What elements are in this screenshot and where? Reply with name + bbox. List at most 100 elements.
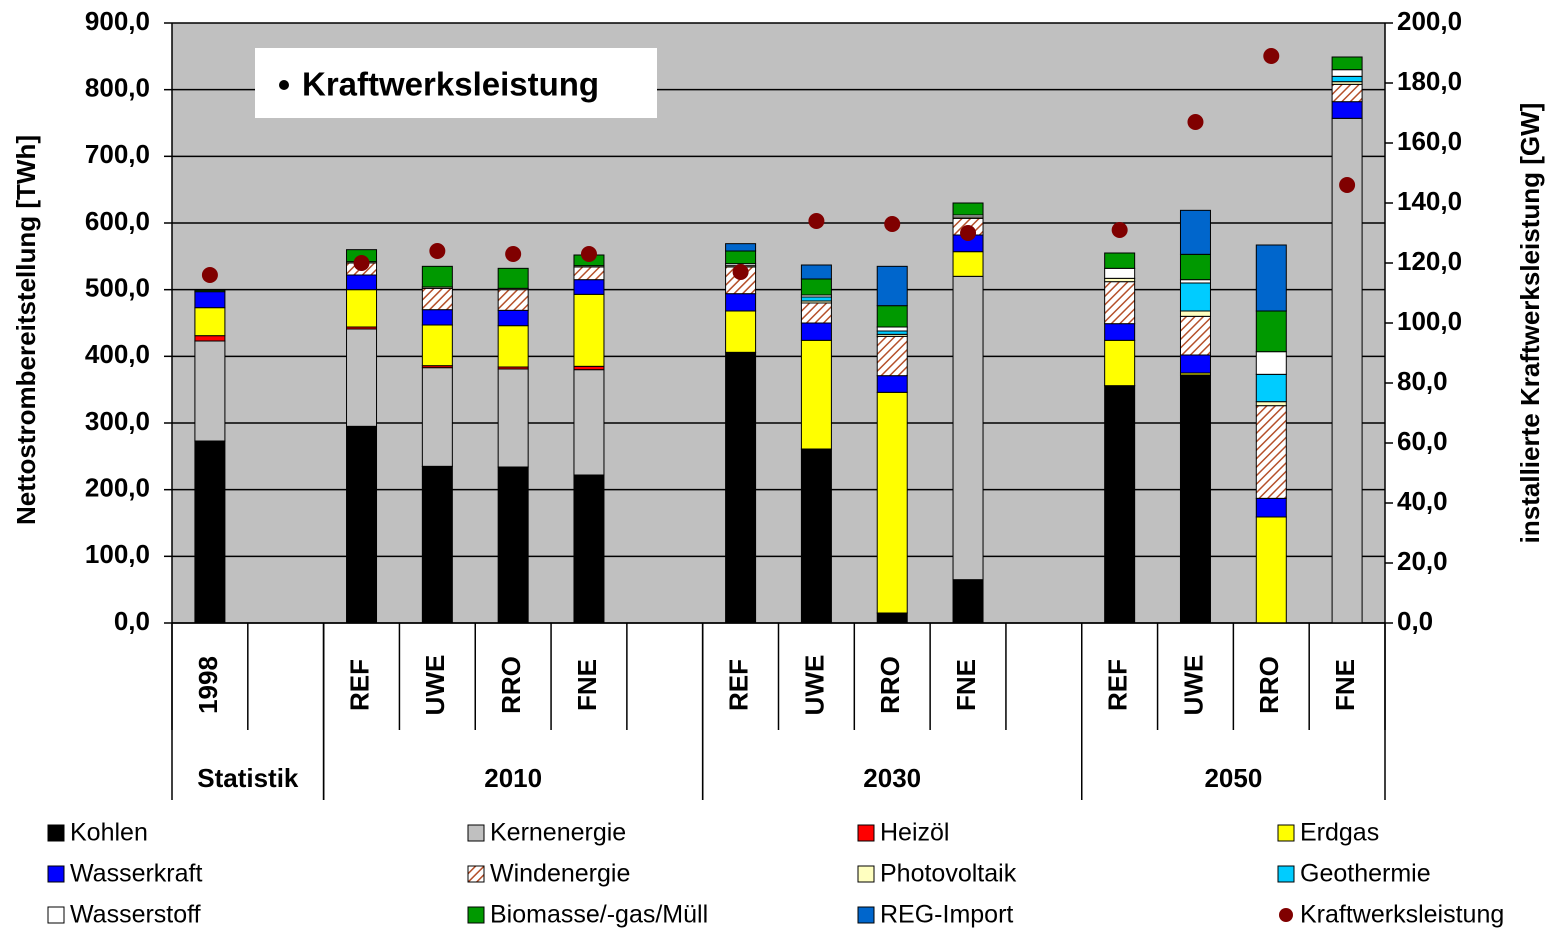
scatter-point bbox=[1187, 114, 1204, 130]
bar-segment bbox=[1104, 252, 1136, 269]
legend-marker bbox=[857, 906, 875, 924]
y2-tick-label: 0,0 bbox=[1397, 606, 1433, 636]
scatter-point bbox=[960, 225, 977, 241]
legend-marker bbox=[1277, 865, 1295, 883]
bar-segment bbox=[194, 440, 226, 624]
bar-segment bbox=[725, 310, 757, 353]
scatter-point bbox=[505, 246, 522, 262]
bar-segment bbox=[194, 307, 226, 337]
bar-segment bbox=[346, 328, 378, 427]
legend-label: Biomasse/-gas/Müll bbox=[490, 901, 708, 929]
x-tick-label: REF bbox=[723, 659, 753, 711]
bar-segment bbox=[346, 289, 378, 328]
bar-segment bbox=[800, 339, 832, 450]
y-tick-label: 300,0 bbox=[85, 406, 150, 436]
x-tick-label: REF bbox=[344, 659, 374, 711]
scatter-point bbox=[884, 216, 901, 232]
bar-segment bbox=[876, 391, 908, 614]
bar-segment bbox=[1104, 267, 1136, 279]
bar-segment bbox=[876, 375, 908, 393]
scatter-point bbox=[580, 246, 597, 262]
bar-segment bbox=[876, 335, 908, 377]
bar-segment bbox=[1179, 315, 1211, 356]
bar-segment bbox=[421, 309, 453, 326]
bar-segment bbox=[1255, 516, 1287, 624]
legend-marker bbox=[857, 824, 875, 842]
legend-marker bbox=[467, 824, 485, 842]
bar-segment bbox=[1179, 209, 1211, 255]
y2-tick-label: 80,0 bbox=[1397, 366, 1448, 396]
legend-label: Wasserstoff bbox=[70, 901, 201, 929]
bar-segment bbox=[800, 302, 832, 324]
bar-segment bbox=[573, 474, 605, 624]
scatter-point bbox=[808, 213, 825, 229]
bar-segment bbox=[346, 425, 378, 624]
bar-segment bbox=[1179, 310, 1211, 317]
bar-segment bbox=[725, 243, 757, 252]
bar-segment bbox=[1179, 374, 1211, 624]
bar-segment bbox=[194, 291, 226, 309]
bar-segment bbox=[573, 369, 605, 476]
bar-segment bbox=[1255, 497, 1287, 518]
bar-segment bbox=[1255, 244, 1287, 312]
scatter-point bbox=[353, 255, 370, 271]
bar-segment bbox=[573, 293, 605, 367]
bar-segment bbox=[1331, 56, 1363, 71]
y2-tick-label: 40,0 bbox=[1397, 486, 1448, 516]
bar-segment bbox=[1104, 385, 1136, 624]
bar-segment bbox=[876, 265, 908, 307]
bar-segment bbox=[725, 351, 757, 624]
bar-segment bbox=[497, 466, 529, 624]
legend-label: Kraftwerksleistung bbox=[1300, 901, 1504, 929]
bar-segment bbox=[800, 278, 832, 296]
scatter-point bbox=[201, 267, 218, 283]
y2-tick-label: 60,0 bbox=[1397, 426, 1448, 456]
bar-segment bbox=[1179, 253, 1211, 281]
annotation-bullet bbox=[279, 80, 289, 90]
legend-marker bbox=[47, 865, 65, 883]
legend-marker bbox=[1279, 908, 1293, 922]
bar-segment bbox=[421, 287, 453, 311]
group-label: 2030 bbox=[863, 763, 921, 793]
bar-segment bbox=[421, 465, 453, 624]
x-tick-label: UWE bbox=[1178, 655, 1208, 716]
y-tick-label: 700,0 bbox=[85, 139, 150, 169]
bar-segment bbox=[725, 250, 757, 265]
x-tick-label: RRO bbox=[1254, 656, 1284, 714]
y2-tick-label: 200,0 bbox=[1397, 6, 1462, 36]
bar-segment bbox=[1331, 69, 1363, 77]
x-tick-label: FNE bbox=[1330, 659, 1360, 711]
group-label: 2010 bbox=[484, 763, 542, 793]
bar-segment bbox=[876, 612, 908, 624]
bar-segment bbox=[497, 325, 529, 368]
bar-segment bbox=[497, 309, 529, 327]
y-axis-label: Nettostrombereitstellung [TWh] bbox=[11, 135, 41, 525]
legend-label: Windenergie bbox=[490, 860, 630, 888]
bar-segment bbox=[573, 279, 605, 295]
annotation-box bbox=[255, 48, 657, 118]
y-tick-label: 0,0 bbox=[114, 606, 150, 636]
bar-segment bbox=[876, 326, 908, 332]
x-tick-label: RRO bbox=[875, 656, 905, 714]
x-tick-label: UWE bbox=[799, 655, 829, 716]
bar-segment bbox=[800, 448, 832, 624]
legend-marker bbox=[47, 824, 65, 842]
y2-tick-label: 120,0 bbox=[1397, 246, 1462, 276]
y2-tick-label: 20,0 bbox=[1397, 546, 1448, 576]
y-tick-label: 200,0 bbox=[85, 473, 150, 503]
legend-label: Wasserkraft bbox=[70, 860, 202, 888]
legend-marker bbox=[1277, 824, 1295, 842]
bar-segment bbox=[1255, 401, 1287, 407]
bar-segment bbox=[725, 293, 757, 312]
legend-label: Kernenergie bbox=[490, 819, 626, 847]
legend-label: Heizöl bbox=[880, 819, 949, 847]
legend-label: Kohlen bbox=[70, 819, 148, 847]
y2-tick-label: 180,0 bbox=[1397, 66, 1462, 96]
bar-segment bbox=[1179, 354, 1211, 374]
legend-marker bbox=[857, 865, 875, 883]
y-tick-label: 900,0 bbox=[85, 6, 150, 36]
bar-segment bbox=[1104, 323, 1136, 341]
y2-axis-label: installierte Kraftwerksleistung [GW] bbox=[1515, 103, 1545, 544]
legend-label: Photovoltaik bbox=[880, 860, 1017, 888]
